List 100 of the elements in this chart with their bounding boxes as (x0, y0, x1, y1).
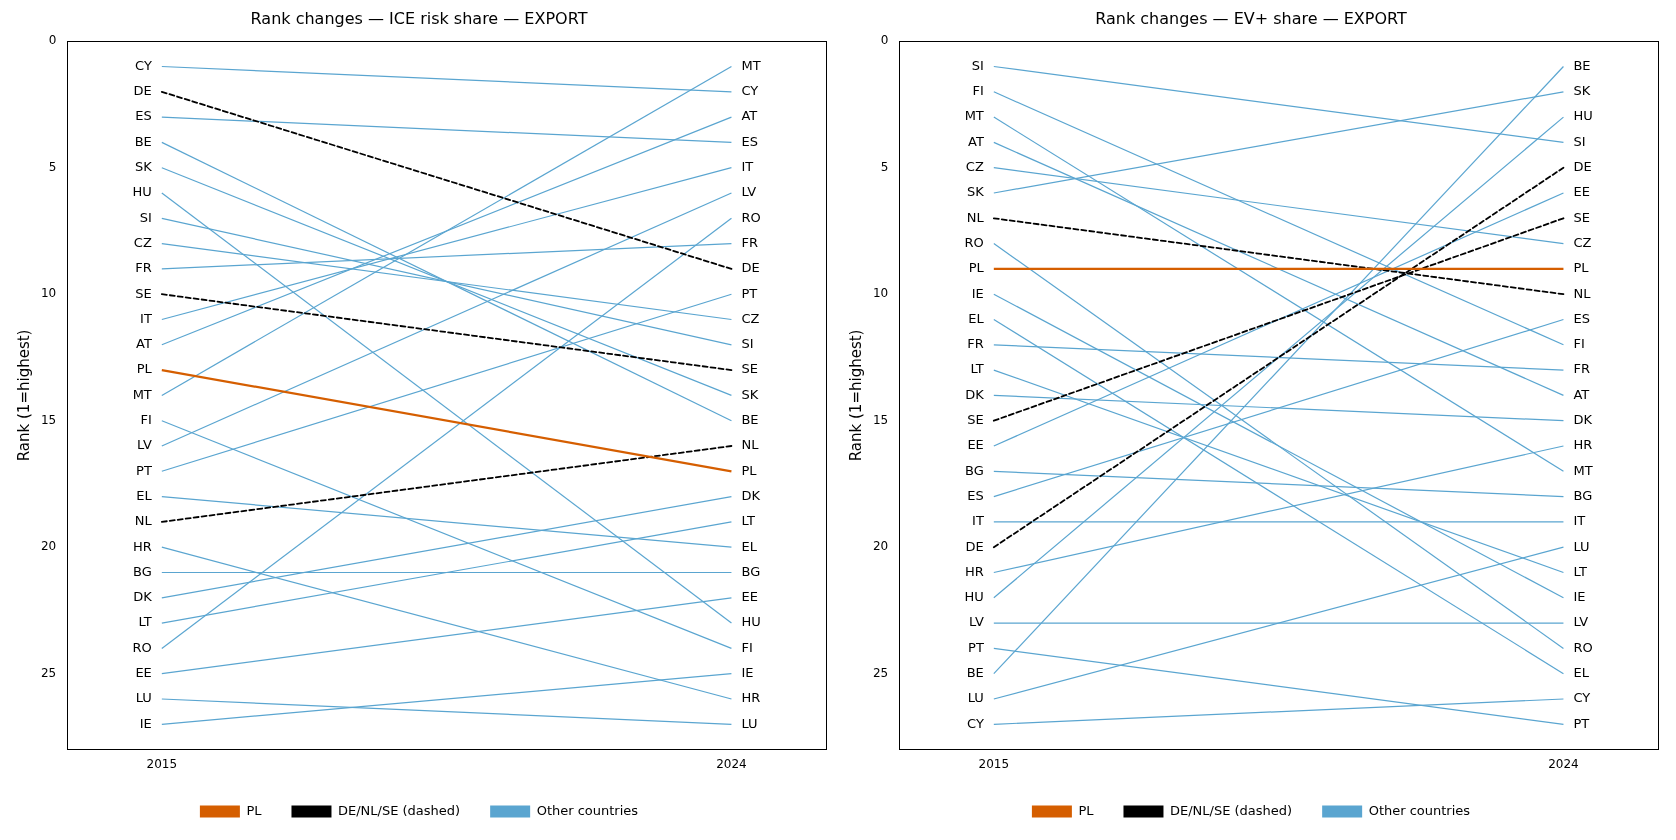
annotation: CZ (1573, 234, 1592, 250)
annotation: IE (139, 715, 152, 731)
annotation: DE (1573, 159, 1592, 175)
annotation: ES (741, 133, 758, 149)
y-axis-title: Rank (1=highest) (846, 329, 865, 462)
annotation: DK (965, 386, 985, 402)
annotation: EE (1573, 184, 1590, 200)
annotation: IE (741, 665, 754, 681)
annotation: BG (133, 563, 152, 579)
y-tick-label: 5 (880, 159, 889, 174)
annotation: CY (967, 715, 984, 731)
annotation: DK (133, 589, 153, 605)
annotation: BG (741, 563, 761, 579)
annotation: LT (741, 513, 755, 529)
annotation: BG (965, 462, 984, 478)
y-tick-label: 20 (40, 539, 57, 554)
annotation: BG (1573, 487, 1593, 503)
annotation: IE (1573, 589, 1586, 605)
annotation: IT (140, 310, 152, 326)
annotation: EE (741, 589, 758, 605)
annotation: AT (741, 108, 758, 124)
annotation: LT (970, 361, 984, 377)
annotation: MT (1573, 462, 1593, 478)
y-tick-label: 0 (48, 33, 57, 48)
annotation: NL (1573, 285, 1592, 301)
annotation: NL (741, 437, 760, 453)
annotation: PT (136, 462, 152, 478)
annotation: CZ (133, 234, 152, 250)
annotation: MT (964, 108, 984, 124)
legend-label: PL (246, 802, 263, 818)
annotation: EL (968, 310, 985, 326)
annotation: PL (136, 361, 153, 377)
annotation: CZ (965, 159, 984, 175)
annotation: LV (137, 437, 152, 453)
annotation: RO (964, 234, 984, 250)
y-tick-label: 20 (872, 539, 889, 554)
y-tick-label: 25 (872, 665, 889, 680)
annotation: AT (968, 133, 984, 149)
annotation: CZ (741, 310, 760, 326)
annotation: FR (135, 260, 152, 276)
annotation: IT (1573, 513, 1586, 529)
annotation: IT (741, 159, 754, 175)
x-tick-label: 2015 (146, 756, 178, 771)
annotation: HU (964, 589, 984, 605)
annotation: PL (1573, 260, 1590, 276)
annotation: LV (969, 614, 984, 630)
annotation: FI (140, 412, 152, 428)
annotation: HU (132, 184, 152, 200)
annotation: SI (139, 209, 152, 225)
annotation: DK (1573, 412, 1593, 428)
annotation: DE (133, 83, 152, 99)
annotation: RO (1573, 639, 1593, 655)
annotation: SE (741, 361, 758, 377)
annotation: CY (741, 83, 759, 99)
annotation: SE (135, 285, 152, 301)
annotation: AT (136, 336, 152, 352)
y-tick-label: 25 (40, 665, 57, 680)
chart-title: Rank changes — ICE risk share — EXPORT (250, 8, 588, 28)
annotation: HR (133, 538, 152, 554)
legend-label: Other countries (536, 802, 639, 818)
annotation: NL (134, 513, 153, 529)
annotation: FR (967, 336, 984, 352)
x-tick-label: 2024 (716, 756, 747, 771)
annotation: BE (741, 412, 759, 428)
annotation: IT (972, 513, 984, 529)
annotation: SI (971, 57, 984, 73)
y-tick-label: 10 (872, 286, 889, 301)
annotation: FR (1573, 361, 1590, 377)
annotation: CY (135, 57, 152, 73)
annotation: SE (1573, 209, 1590, 225)
annotation: BE (134, 133, 152, 149)
annotation: DE (965, 538, 984, 554)
x-tick-label: 2024 (1548, 756, 1579, 771)
annotation: LU (741, 715, 758, 731)
annotation: BE (1573, 57, 1591, 73)
annotation: LU (967, 690, 984, 706)
annotation: HU (741, 614, 761, 630)
annotation: LT (138, 614, 152, 630)
annotation: ES (1573, 310, 1590, 326)
annotation: PT (968, 639, 984, 655)
annotation: IE (971, 285, 984, 301)
annotation: SE (967, 412, 984, 428)
annotation: RO (741, 209, 761, 225)
annotation: PL (741, 462, 758, 478)
annotation: EL (1573, 665, 1590, 681)
annotation: SI (741, 336, 754, 352)
annotation: RO (132, 639, 152, 655)
annotation: CY (1573, 690, 1591, 706)
annotation: SK (741, 386, 759, 402)
legend-label: Other countries (1368, 802, 1471, 818)
x-tick-label: 2015 (978, 756, 1010, 771)
annotation: MT (132, 386, 152, 402)
y-axis-title: Rank (1=highest) (14, 329, 33, 462)
annotation: DE (741, 260, 760, 276)
annotation: PL (968, 260, 985, 276)
annotation: EL (136, 487, 153, 503)
annotation: SK (135, 159, 153, 175)
annotation: HU (1573, 108, 1593, 124)
annotation: LV (741, 184, 757, 200)
annotation: HR (1573, 437, 1593, 453)
